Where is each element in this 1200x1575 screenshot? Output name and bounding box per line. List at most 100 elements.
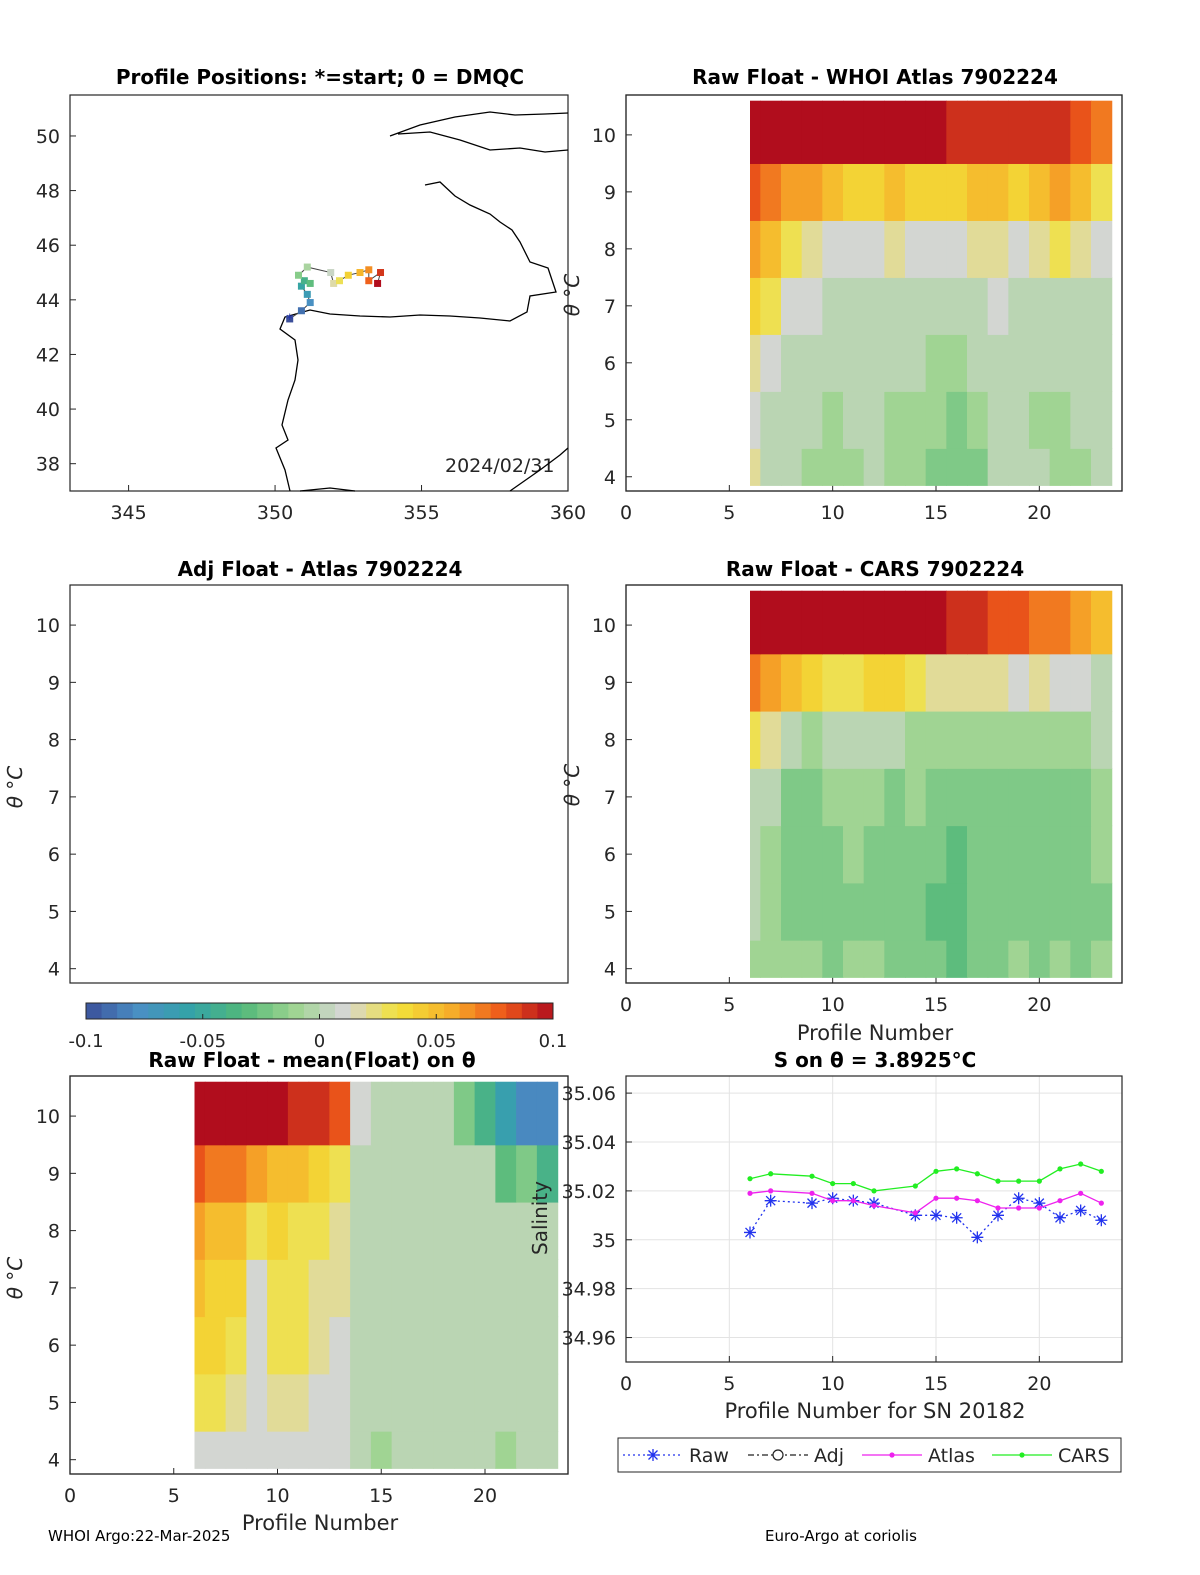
data-point-raw: [1074, 1204, 1087, 1217]
heatmap-cell: [750, 882, 761, 941]
data-point-raw: [1095, 1214, 1108, 1227]
heatmap-cell: [516, 1081, 538, 1146]
heatmap-cell: [843, 653, 865, 712]
heatmap-cell: [987, 391, 1009, 449]
heatmap-cell: [946, 163, 968, 221]
heatmap-cell: [329, 1201, 351, 1260]
heatmap-cell: [1029, 391, 1051, 449]
y-tick-label: 44: [36, 290, 60, 312]
axes-frame: [625, 584, 1123, 984]
heatmap-cell: [1008, 448, 1030, 486]
y-axis-label: Salinity: [528, 1181, 552, 1255]
y-tick-label: 8: [604, 730, 616, 752]
data-point-cars: [830, 1180, 836, 1187]
heatmap-cell: [946, 391, 968, 449]
heatmap-cell: [967, 220, 989, 278]
heatmap-cell: [453, 1431, 476, 1469]
heatmap-cell: [1029, 768, 1051, 827]
heatmap-cell: [1029, 882, 1051, 941]
heatmap-cell: [474, 1144, 496, 1203]
heatmap-cell: [987, 940, 1009, 978]
data-point-atlas: [1098, 1200, 1104, 1206]
heatmap-cell: [1029, 100, 1051, 164]
y-tick-label: 7: [48, 787, 60, 809]
x-tick-label: 0: [64, 1485, 76, 1507]
heatmap-cell: [1070, 940, 1092, 978]
profile-position: [286, 315, 294, 323]
heatmap-cell: [843, 448, 865, 486]
profile-position: [297, 307, 305, 315]
heatmap-cell: [987, 653, 1009, 712]
heatmap-cell: [1070, 882, 1092, 941]
heatmap-cell: [1070, 163, 1092, 221]
heatmap-cell: [925, 448, 947, 486]
heatmap-cell: [370, 1201, 393, 1260]
heatmap-cell: [1049, 940, 1071, 978]
legend-label: Raw: [689, 1445, 729, 1467]
heatmap-cell: [884, 940, 906, 978]
y-tick-label: 8: [604, 239, 616, 261]
heatmap-cell: [925, 391, 947, 449]
colorbar-segment: [303, 1003, 320, 1019]
data-point-atlas: [954, 1195, 960, 1201]
heatmap-cell: [884, 334, 906, 392]
heatmap-cell: [329, 1144, 351, 1203]
heatmap-cell: [1029, 220, 1051, 278]
y-tick-label: 42: [36, 344, 60, 366]
y-axis-label: θ °C: [3, 1257, 27, 1300]
heatmap-cell: [1091, 768, 1113, 827]
heatmap-cell: [863, 391, 885, 449]
heatmap-cell: [1049, 391, 1071, 449]
heatmap-cell: [329, 1431, 351, 1469]
y-tick-label: 34.98: [562, 1279, 616, 1301]
heatmap-cell: [822, 653, 844, 712]
heatmap-cell: [412, 1081, 434, 1146]
heatmap-cell: [204, 1431, 227, 1469]
heatmap-cell: [350, 1081, 372, 1146]
heatmap-cell: [822, 334, 844, 392]
heatmap-cell: [822, 277, 844, 335]
heatmap-cell: [1091, 391, 1113, 449]
heatmap-cell: [967, 163, 989, 221]
heatmap-cell: [391, 1144, 413, 1203]
heatmap-cell: [370, 1316, 393, 1375]
heatmap-cell: [905, 653, 927, 712]
heatmap-cell: [1049, 768, 1071, 827]
heatmap-cell: [843, 710, 865, 769]
panel-title: Raw Float - WHOI Atlas 7902224: [692, 65, 1058, 89]
y-tick-label: 10: [36, 1106, 60, 1128]
heatmap-cell: [946, 334, 968, 392]
colorbar-segment: [117, 1003, 134, 1019]
y-tick-label: 4: [604, 959, 616, 981]
heatmap-cell: [246, 1259, 268, 1318]
heatmap-cell: [750, 277, 761, 335]
y-tick-label: 9: [604, 672, 616, 694]
footer-right: Euro-Argo at coriolis: [765, 1527, 917, 1545]
heatmap-cell: [516, 1431, 538, 1469]
y-tick-label: 10: [592, 615, 616, 637]
heatmap-cell: [267, 1316, 289, 1375]
heatmap-cell: [905, 220, 927, 278]
colorbar-segment: [132, 1003, 149, 1019]
heatmap-cell: [433, 1081, 455, 1146]
data-point-raw: [971, 1231, 984, 1244]
heatmap-cell: [905, 940, 927, 978]
heatmap-cell: [1091, 100, 1113, 164]
heatmap-cell: [760, 391, 782, 449]
heatmap-cell: [453, 1201, 476, 1260]
heatmap-cell: [1029, 710, 1051, 769]
y-tick-label: 6: [48, 844, 60, 866]
profile-position: [306, 299, 314, 307]
data-point-raw: [930, 1209, 942, 1222]
data-point-atlas: [1078, 1190, 1084, 1196]
heatmap-cell: [495, 1316, 517, 1375]
y-axis-label: θ °C: [560, 764, 584, 807]
heatmap-cell: [225, 1431, 247, 1469]
heatmap-cell: [884, 277, 906, 335]
colorbar-tick-label: -0.05: [179, 1031, 226, 1052]
heatmap-cell: [760, 590, 782, 655]
heatmap-cell: [194, 1259, 206, 1318]
legend-label: Atlas: [928, 1445, 975, 1467]
heatmap-cell: [750, 768, 761, 827]
heatmap-cell: [967, 825, 989, 884]
